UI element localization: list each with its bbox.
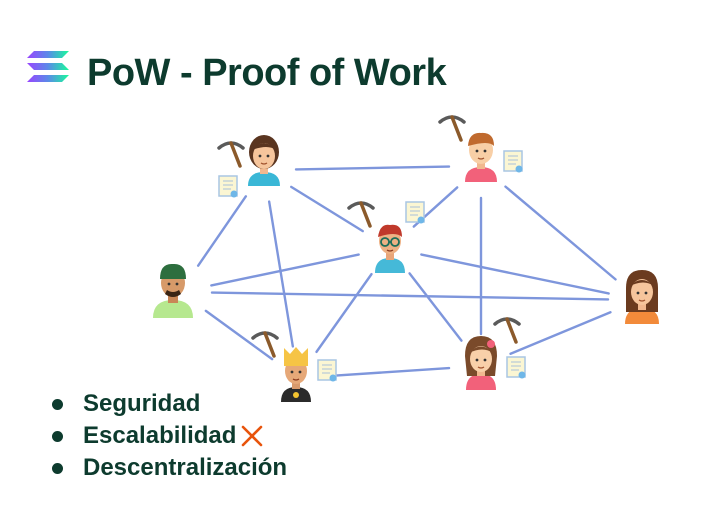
- node-left-avatar: [153, 264, 193, 318]
- network-connections: [198, 167, 615, 376]
- feature-item-decentralization: Descentralización: [52, 452, 287, 484]
- bullet-dot: [52, 399, 63, 410]
- feature-label: Descentralización: [83, 454, 287, 482]
- miner-center-avatar: [375, 225, 405, 273]
- connection-miner-center-miner-bottom-right: [410, 273, 462, 340]
- pickaxe-icon: [349, 203, 373, 226]
- feature-label: Seguridad: [83, 390, 200, 418]
- miner-top-right-avatar: [465, 133, 497, 182]
- pickaxe-icon: [219, 143, 243, 166]
- connection-node-right-miner-bottom-right: [511, 312, 611, 353]
- connection-miner-center-node-left: [211, 255, 358, 286]
- block-document-icon: [318, 360, 337, 382]
- feature-item-scalability: Escalabilidad: [52, 420, 287, 452]
- connection-node-left-node-right: [212, 293, 608, 300]
- miner-bottom-right-avatar: [465, 336, 497, 390]
- connection-miner-top-left-miner-top-right: [296, 167, 449, 170]
- block-document-icon: [406, 202, 425, 224]
- connection-miner-top-left-miner-bottom-left: [269, 202, 293, 347]
- feature-label: Escalabilidad: [83, 422, 236, 450]
- pickaxe-icon: [495, 319, 519, 342]
- feature-item-security: Seguridad: [52, 388, 287, 420]
- node-right-avatar: [625, 270, 659, 324]
- bullet-dot: [52, 463, 63, 474]
- block-document-icon: [219, 176, 238, 198]
- x-mark-icon: [240, 424, 264, 448]
- feature-list: Seguridad Escalabilidad Descentralizació…: [52, 388, 287, 484]
- pickaxe-icon: [440, 117, 464, 140]
- connection-miner-center-node-right: [421, 255, 608, 294]
- connection-miner-center-miner-bottom-left: [316, 274, 371, 352]
- bullet-dot: [52, 431, 63, 442]
- connection-miner-top-left-miner-center: [291, 187, 363, 231]
- block-document-icon: [507, 357, 526, 379]
- connection-miner-top-right-node-right: [505, 187, 615, 280]
- miner-top-left-avatar: [248, 135, 280, 186]
- connection-miner-top-left-node-left: [198, 196, 246, 265]
- connection-miner-bottom-left-miner-bottom-right: [330, 368, 449, 376]
- block-document-icon: [504, 151, 523, 173]
